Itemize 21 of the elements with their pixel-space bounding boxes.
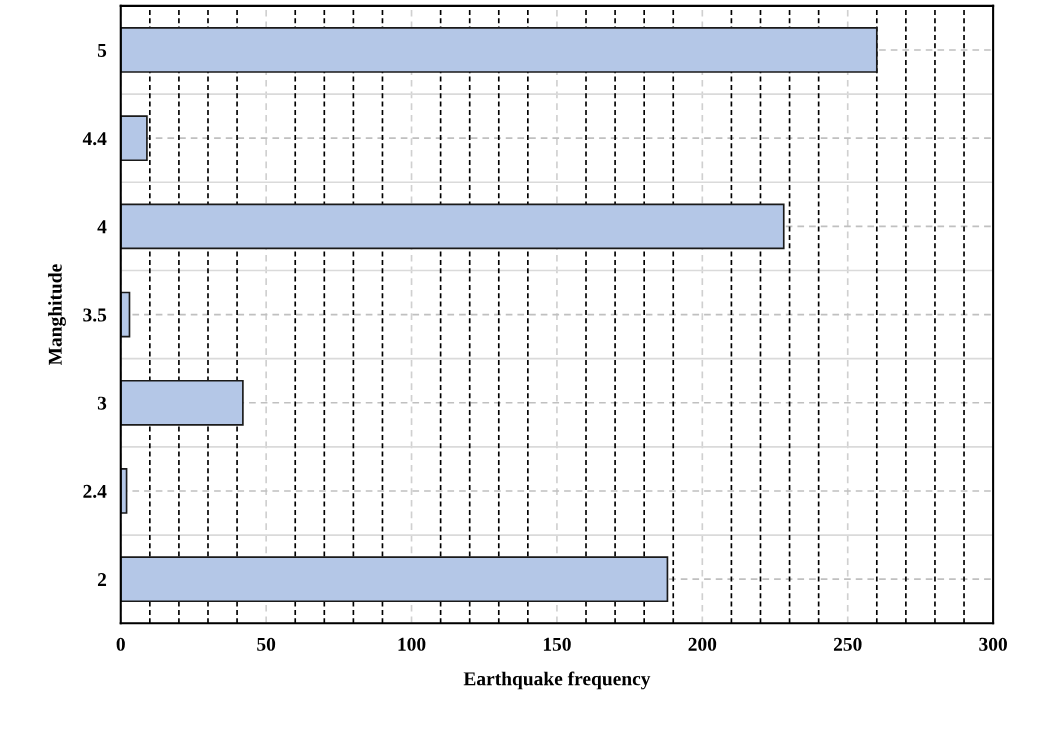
- y-tick-label: 4.4: [82, 132, 107, 146]
- bar: [120, 203, 785, 250]
- x-tick-label: 250: [833, 637, 862, 651]
- x-tick-label: 150: [543, 637, 571, 651]
- y-tick-label: 2.4: [83, 484, 107, 498]
- bar: [120, 27, 878, 73]
- bar: [120, 115, 148, 162]
- y-tick-label: 3.5: [83, 308, 107, 322]
- x-axis-title: Earthquake frequency: [463, 671, 651, 690]
- bar: [120, 379, 244, 426]
- y-tick-label: 2: [97, 573, 107, 586]
- bar: [120, 556, 669, 603]
- x-tick-label: 50: [257, 637, 276, 651]
- x-tick-label: 0: [116, 637, 125, 651]
- y-axis-title: Manghitude: [48, 264, 66, 366]
- x-tick-label: 200: [688, 637, 717, 651]
- y-tick-label: 5: [97, 43, 107, 57]
- y-tick-label: 4: [97, 220, 107, 234]
- x-tick-label: 300: [979, 637, 1007, 651]
- x-tick-label: 100: [398, 637, 426, 651]
- y-tick-label: 3: [97, 396, 107, 410]
